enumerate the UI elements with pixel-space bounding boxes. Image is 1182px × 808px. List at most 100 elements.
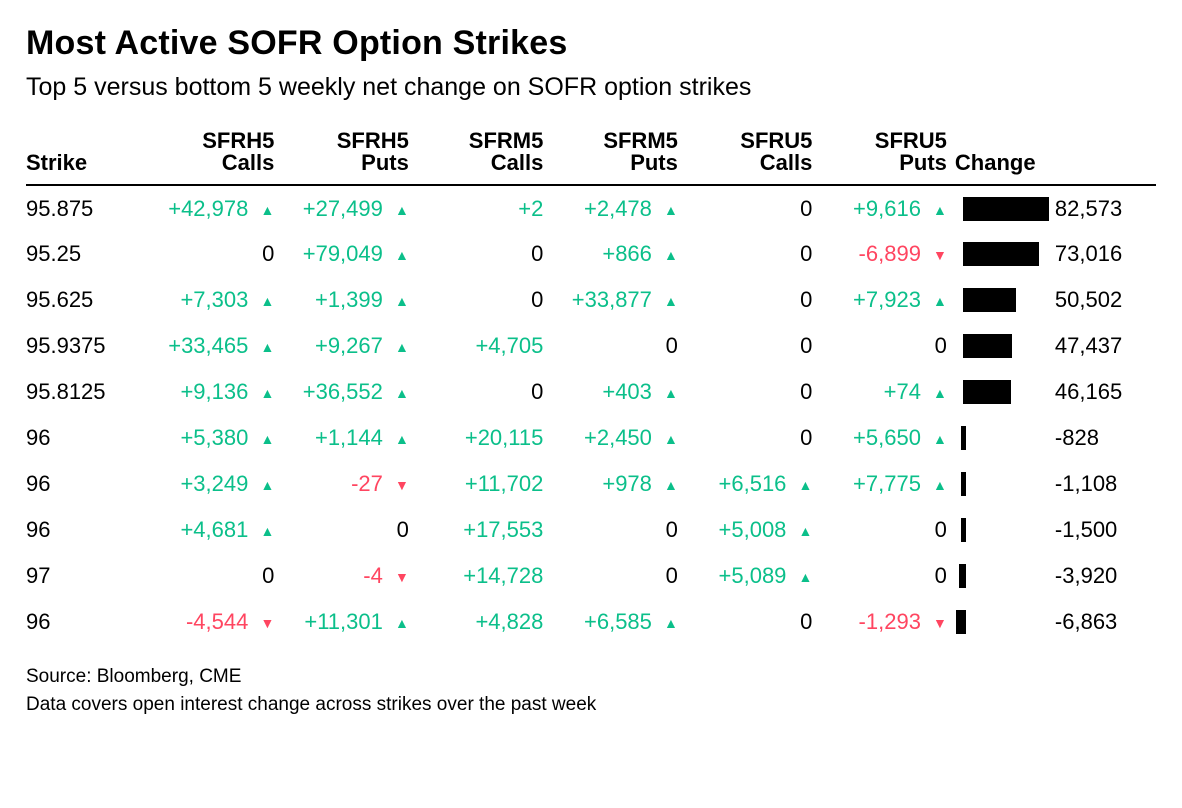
value-cell: -4 ▼ [274,553,409,599]
down-arrow-icon: ▼ [260,616,274,630]
value-cell: 0 [678,277,813,323]
change-bar-track [955,195,1049,223]
value-cell: -1,293 ▼ [812,599,947,645]
value-cell: +866 ▲ [543,231,678,277]
up-arrow-icon: ▲ [395,294,409,308]
up-arrow-icon: ▲ [933,478,947,492]
value-cell: 0 [140,231,275,277]
value-cell: 0 [409,231,544,277]
change-label: -6,863 [1055,611,1117,633]
strike-cell: 95.25 [26,231,140,277]
col-sfru5-calls: SFRU5Calls [678,130,813,185]
change-label: 82,573 [1055,198,1122,220]
up-arrow-icon: ▲ [933,294,947,308]
change-bar [956,610,966,634]
table-row: 96+4,681 ▲0+17,5530+5,008 ▲0-1,500 [26,507,1156,553]
change-bar [959,564,966,588]
value-cell: +3,249 ▲ [140,461,275,507]
up-arrow-icon: ▲ [799,570,813,584]
strike-cell: 96 [26,599,140,645]
col-change: Change [947,130,1156,185]
value-cell: +4,828 [409,599,544,645]
strike-cell: 95.8125 [26,369,140,415]
down-arrow-icon: ▼ [933,616,947,630]
down-arrow-icon: ▼ [933,248,947,262]
value-cell: +9,267 ▲ [274,323,409,369]
value-cell: 0 [678,185,813,231]
value-cell: 0 [678,599,813,645]
up-arrow-icon: ▲ [260,432,274,446]
change-label: 47,437 [1055,335,1122,357]
col-sfrm5-calls: SFRM5Calls [409,130,544,185]
value-cell: +9,616 ▲ [812,185,947,231]
value-cell: +5,008 ▲ [678,507,813,553]
change-bar-track [955,286,1049,314]
value-cell: +7,923 ▲ [812,277,947,323]
col-sfrh5-puts: SFRH5Puts [274,130,409,185]
value-cell: +33,877 ▲ [543,277,678,323]
value-cell: +11,702 [409,461,544,507]
value-cell: +1,144 ▲ [274,415,409,461]
footer: Source: Bloomberg, CME Data covers open … [26,663,1156,718]
up-arrow-icon: ▲ [664,478,678,492]
change-bar [963,242,1039,266]
value-cell: +27,499 ▲ [274,185,409,231]
change-cell: -6,863 [947,599,1156,645]
value-cell: 0 [409,369,544,415]
up-arrow-icon: ▲ [395,432,409,446]
up-arrow-icon: ▲ [664,432,678,446]
change-label: 73,016 [1055,243,1122,265]
table-row: 95.625+7,303 ▲+1,399 ▲0+33,877 ▲0+7,923 … [26,277,1156,323]
strike-cell: 95.625 [26,277,140,323]
value-cell: +33,465 ▲ [140,323,275,369]
change-bar-track [955,562,1049,590]
value-cell: 0 [678,323,813,369]
change-bar-track [955,424,1049,452]
value-cell: 0 [678,369,813,415]
change-cell: 50,502 [947,277,1156,323]
strike-cell: 95.875 [26,185,140,231]
up-arrow-icon: ▲ [664,248,678,262]
up-arrow-icon: ▲ [395,340,409,354]
value-cell: 0 [812,507,947,553]
value-cell: +7,775 ▲ [812,461,947,507]
change-label: 46,165 [1055,381,1122,403]
note-line: Data covers open interest change across … [26,691,1156,719]
up-arrow-icon: ▲ [395,616,409,630]
change-label: -1,500 [1055,519,1117,541]
value-cell: 0 [274,507,409,553]
value-cell: +20,115 [409,415,544,461]
strike-cell: 96 [26,415,140,461]
table-row: 96+3,249 ▲-27 ▼+11,702+978 ▲+6,516 ▲+7,7… [26,461,1156,507]
up-arrow-icon: ▲ [395,386,409,400]
value-cell: 0 [409,277,544,323]
value-cell: +4,681 ▲ [140,507,275,553]
value-cell: 0 [543,553,678,599]
down-arrow-icon: ▼ [395,570,409,584]
up-arrow-icon: ▲ [799,478,813,492]
change-bar [961,518,966,542]
value-cell: +74 ▲ [812,369,947,415]
value-cell: -27 ▼ [274,461,409,507]
value-cell: +7,303 ▲ [140,277,275,323]
table-row: 96+5,380 ▲+1,144 ▲+20,115+2,450 ▲0+5,650… [26,415,1156,461]
value-cell: +6,585 ▲ [543,599,678,645]
change-bar [961,426,966,450]
change-bar-track [955,240,1049,268]
up-arrow-icon: ▲ [933,432,947,446]
value-cell: +6,516 ▲ [678,461,813,507]
change-label: -828 [1055,427,1099,449]
col-sfru5-puts: SFRU5Puts [812,130,947,185]
change-cell: 47,437 [947,323,1156,369]
value-cell: +978 ▲ [543,461,678,507]
col-strike: Strike [26,130,140,185]
value-cell: +5,380 ▲ [140,415,275,461]
page-subtitle: Top 5 versus bottom 5 weekly net change … [26,73,1156,102]
up-arrow-icon: ▲ [395,248,409,262]
up-arrow-icon: ▲ [664,203,678,217]
table-row: 95.9375+33,465 ▲+9,267 ▲+4,70500047,437 [26,323,1156,369]
table-row: 95.250+79,049 ▲0+866 ▲0-6,899 ▼73,016 [26,231,1156,277]
up-arrow-icon: ▲ [799,524,813,538]
value-cell: +2 [409,185,544,231]
table-row: 95.8125+9,136 ▲+36,552 ▲0+403 ▲0+74 ▲46,… [26,369,1156,415]
